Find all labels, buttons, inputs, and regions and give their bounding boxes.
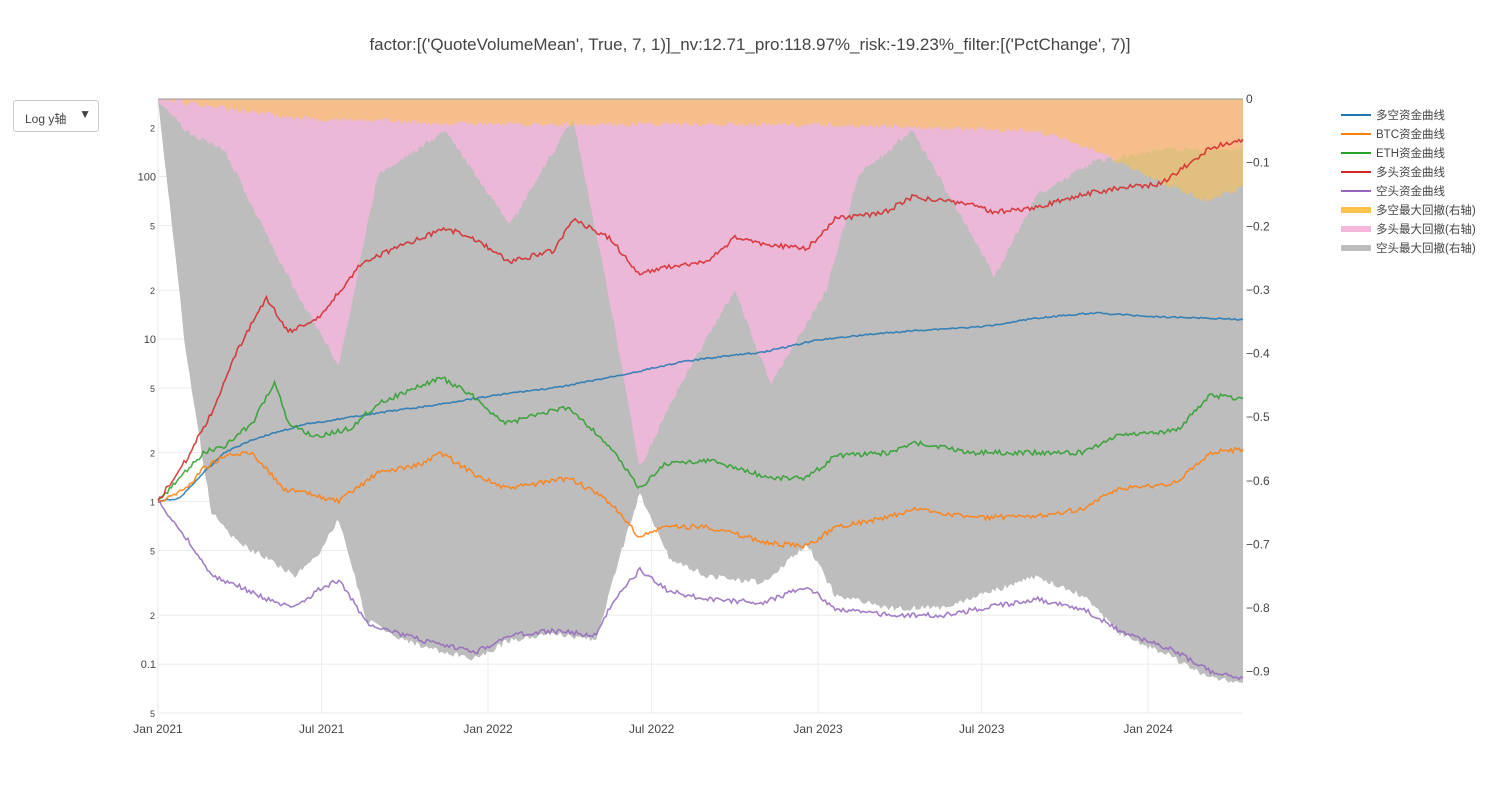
x-tick-label: Jan 2021 xyxy=(133,722,183,736)
legend-label: 空头资金曲线 xyxy=(1376,184,1445,198)
y-left-tick-label: 2 xyxy=(150,449,155,459)
x-tick-label: Jul 2022 xyxy=(629,722,675,736)
y-right-tick-label: −0.5 xyxy=(1246,410,1270,424)
legend-label: 空头最大回撤(右轴) xyxy=(1376,241,1476,255)
legend-label: 多头最大回撤(右轴) xyxy=(1376,222,1476,236)
y-left-tick-label: 5 xyxy=(150,221,155,231)
y-left-tick-label: 0.1 xyxy=(141,659,156,671)
drawdown-area xyxy=(158,99,1243,684)
y-right-tick-label: −0.6 xyxy=(1246,474,1270,488)
x-tick-label: Jan 2023 xyxy=(793,722,843,736)
y-right-tick-label: −0.9 xyxy=(1246,665,1270,679)
series-line xyxy=(157,311,1244,503)
y-right-tick-label: 0 xyxy=(1246,92,1253,106)
axes: 2 100 5 2 10 5 2 1 5 2 0.1 5 Jan 2021 Jul 2021 Jan 202… xyxy=(133,92,1270,736)
x-tick-label: Jan 2022 xyxy=(463,722,513,736)
y-right-tick-label: −0.4 xyxy=(1246,347,1270,361)
drawdown-area xyxy=(158,99,1243,467)
y-left-tick-label: 10 xyxy=(144,334,156,346)
legend-label: 多空资金曲线 xyxy=(1376,108,1445,122)
equity-lines xyxy=(157,138,1244,681)
y-right-tick-label: −0.3 xyxy=(1246,283,1270,297)
legend-label: BTC资金曲线 xyxy=(1376,127,1445,141)
y-right-tick-label: −0.2 xyxy=(1246,219,1270,233)
y-left-tick-label: 100 xyxy=(138,172,156,184)
y-left-tick-label: 1 xyxy=(150,498,155,508)
legend[interactable]: 多空资金曲线 BTC资金曲线 ETH资金曲线多头资金曲线空头资金曲线多空最大回撤(右… xyxy=(1341,108,1476,255)
chart-title: factor:[('QuoteVolumeMean', True, 7, 1)]… xyxy=(369,35,1130,54)
y-left-tick-label: 2 xyxy=(150,286,155,296)
legend-label: ETH资金曲线 xyxy=(1376,146,1445,160)
x-tick-label: Jul 2021 xyxy=(299,722,345,736)
drawdown-areas xyxy=(158,99,1243,684)
log-y-axis-dropdown[interactable]: Log y轴 ▼ xyxy=(13,100,99,132)
series-line xyxy=(157,500,1244,681)
y-left-tick-label: 5 xyxy=(150,384,155,394)
legend-label: 多空最大回撤(右轴) xyxy=(1376,203,1476,217)
chevron-down-icon: ▼ xyxy=(79,107,91,121)
dropdown-label: Log y轴 xyxy=(25,112,67,126)
y-left-tick-label: 5 xyxy=(150,546,155,556)
drawdown-area xyxy=(158,99,1243,202)
y-left-tick-label: 2 xyxy=(150,611,155,621)
x-tick-label: Jan 2024 xyxy=(1123,722,1173,736)
y-right-tick-label: −0.8 xyxy=(1246,601,1270,615)
y-left-tick-label: 2 xyxy=(150,124,155,134)
y-right-tick-label: −0.7 xyxy=(1246,537,1270,551)
y-right-tick-label: −0.1 xyxy=(1246,156,1270,170)
series-line xyxy=(157,138,1244,501)
series-line xyxy=(157,376,1244,500)
y-left-tick-label: 5 xyxy=(150,709,155,719)
series-line xyxy=(157,446,1244,549)
legend-label: 多头资金曲线 xyxy=(1376,165,1445,179)
x-tick-label: Jul 2023 xyxy=(959,722,1005,736)
